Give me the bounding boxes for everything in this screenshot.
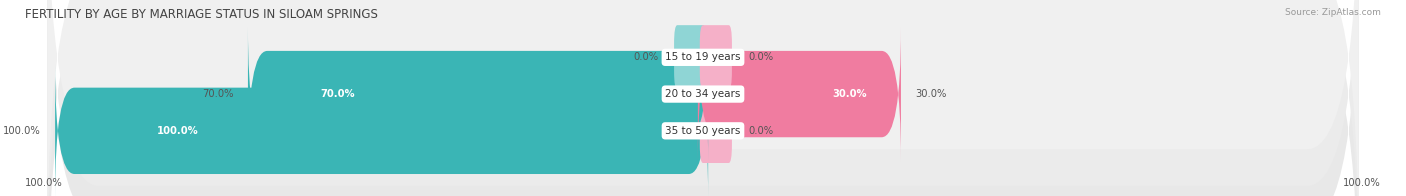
Text: 15 to 19 years: 15 to 19 years [665, 52, 741, 62]
Text: 70.0%: 70.0% [321, 89, 356, 99]
Text: Source: ZipAtlas.com: Source: ZipAtlas.com [1285, 8, 1381, 17]
FancyBboxPatch shape [55, 64, 709, 196]
Text: 70.0%: 70.0% [202, 89, 233, 99]
Text: FERTILITY BY AGE BY MARRIAGE STATUS IN SILOAM SPRINGS: FERTILITY BY AGE BY MARRIAGE STATUS IN S… [25, 8, 378, 21]
FancyBboxPatch shape [48, 0, 1358, 196]
Text: 30.0%: 30.0% [915, 89, 946, 99]
FancyBboxPatch shape [673, 25, 706, 90]
Text: 100.0%: 100.0% [1343, 178, 1381, 188]
FancyBboxPatch shape [697, 27, 901, 161]
FancyBboxPatch shape [48, 0, 1358, 196]
FancyBboxPatch shape [247, 27, 709, 161]
Text: 35 to 50 years: 35 to 50 years [665, 126, 741, 136]
Text: 30.0%: 30.0% [832, 89, 868, 99]
Text: 100.0%: 100.0% [156, 126, 198, 136]
Text: 0.0%: 0.0% [633, 52, 658, 62]
FancyBboxPatch shape [48, 0, 1358, 196]
Text: 0.0%: 0.0% [748, 126, 773, 136]
FancyBboxPatch shape [700, 25, 733, 90]
Text: 100.0%: 100.0% [25, 178, 63, 188]
Text: 20 to 34 years: 20 to 34 years [665, 89, 741, 99]
FancyBboxPatch shape [700, 99, 733, 163]
Text: 100.0%: 100.0% [3, 126, 41, 136]
Text: 0.0%: 0.0% [748, 52, 773, 62]
